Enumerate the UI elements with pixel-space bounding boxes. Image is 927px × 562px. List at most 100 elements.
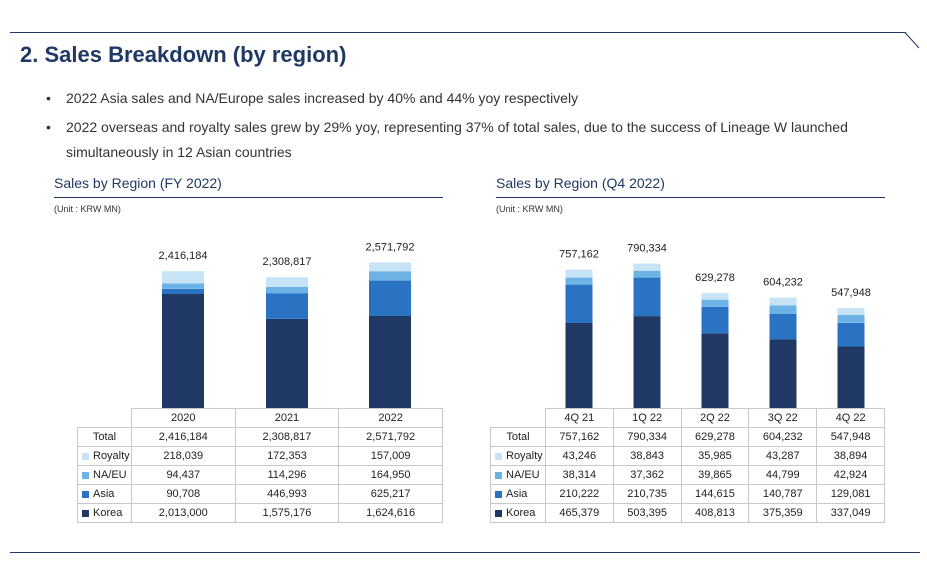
table-cell-asia-2021: 446,993 <box>234 484 340 504</box>
row-label-asia: Asia <box>77 484 132 504</box>
bar-q4-2q-22-asia <box>701 306 729 334</box>
bar-q4-4q-22-na-eu <box>837 315 865 323</box>
chart-title-fy-rule <box>54 197 443 198</box>
data-table-fy: 2020 2021 2022 Total 2,416,184 2,308,817 2,571… <box>77 408 443 523</box>
row-label-total: Total <box>490 427 546 447</box>
bar-q4-1q-22-na-eu <box>633 270 661 278</box>
legend-label-korea: Korea <box>93 507 123 519</box>
row-label-royalty: Royalty <box>77 446 132 466</box>
legend-label-na-eu: NA/EU <box>93 469 127 481</box>
legend-label-na-eu: NA/EU <box>506 469 540 481</box>
table-cell-na-eu-2022: 164,950 <box>338 465 443 485</box>
bar-fy-2021-asia <box>266 293 308 319</box>
table-row-korea: Korea 465,379 503,395 408,813 375,359 337,049 <box>490 503 885 523</box>
table-header-row: 4Q 21 1Q 22 2Q 22 3Q 22 4Q 22 <box>491 408 885 428</box>
table-cell-asia-4q-21: 210,222 <box>544 484 614 504</box>
row-label-asia: Asia <box>490 484 546 504</box>
table-cell-korea-2020: 2,013,000 <box>130 503 236 523</box>
table-row-royalty: Royalty 218,039 172,353 157,009 <box>77 446 443 466</box>
table-cell-na-eu-4q-22: 42,924 <box>816 465 885 485</box>
summary-bullets: 2022 Asia sales and NA/Europe sales incr… <box>46 86 886 169</box>
table-row-total: Total 2,416,184 2,308,817 2,571,792 <box>77 427 443 447</box>
row-label-total: Total <box>77 427 132 447</box>
row-label-korea: Korea <box>490 503 546 523</box>
table-cell-asia-3q-22: 140,787 <box>748 484 818 504</box>
bar-q4-4q-21-royalty <box>565 269 593 278</box>
total-label-fy-2020: 2,416,184 <box>159 250 208 262</box>
table-cell-royalty-4q-22: 38,894 <box>816 446 885 466</box>
table-cell-korea-4q-22: 337,049 <box>816 503 885 523</box>
unit-label-q4: (Unit : KRW MN) <box>496 204 563 214</box>
table-col-header-2020: 2020 <box>130 408 236 428</box>
table-cell-korea-4q-21: 465,379 <box>544 503 614 523</box>
legend-label-royalty: Royalty <box>506 450 543 462</box>
table-col-header-2021: 2021 <box>234 408 340 428</box>
bar-q4-1q-22-royalty <box>633 263 661 271</box>
table-cell-total-4q-21: 757,162 <box>544 427 614 447</box>
bar-fy-2022-royalty <box>369 262 411 272</box>
table-cell-na-eu-3q-22: 44,799 <box>748 465 818 485</box>
table-cell-royalty-2q-22: 35,985 <box>680 446 750 466</box>
bar-fy-2021-royalty <box>266 277 308 287</box>
bullet-overseas-royalty-growth: 2022 overseas and royalty sales grew by … <box>46 115 886 165</box>
bar-q4-2q-22-royalty <box>701 293 729 300</box>
legend-swatch-royalty <box>495 452 502 460</box>
table-corner-blank <box>78 409 132 428</box>
table-cell-royalty-3q-22: 43,287 <box>748 446 818 466</box>
table-row-na-eu: NA/EU 94,437 114,296 164,950 <box>77 465 443 485</box>
legend-label-total: Total <box>92 431 117 443</box>
table-cell-royalty-2022: 157,009 <box>338 446 443 466</box>
chart-title-fy: Sales by Region (FY 2022) <box>54 175 222 191</box>
total-label-fy-2022: 2,571,792 <box>366 241 415 253</box>
legend-label-asia: Asia <box>93 488 115 500</box>
legend-label-royalty: Royalty <box>93 450 130 462</box>
table-cell-korea-2022: 1,624,616 <box>338 503 443 523</box>
table-cell-korea-1q-22: 503,395 <box>612 503 682 523</box>
bar-fy-2020-na-eu <box>162 283 204 289</box>
bar-fy-2021-na-eu <box>266 287 308 294</box>
table-cell-asia-2022: 625,217 <box>338 484 443 504</box>
bar-fy-2022-korea <box>369 316 411 408</box>
table-header-row: 2020 2021 2022 <box>78 408 443 428</box>
table-cell-asia-1q-22: 210,735 <box>612 484 682 504</box>
table-cell-korea-2021: 1,575,176 <box>234 503 340 523</box>
table-cell-na-eu-4q-21: 38,314 <box>544 465 614 485</box>
bar-q4-4q-22-asia <box>837 322 865 347</box>
legend-label-asia: Asia <box>506 488 528 500</box>
bar-q4-4q-22-royalty <box>837 307 865 315</box>
table-cell-royalty-4q-21: 43,246 <box>544 446 614 466</box>
table-cell-royalty-2021: 172,353 <box>234 446 340 466</box>
bar-q4-3q-22-na-eu <box>769 305 797 314</box>
legend-label-korea: Korea <box>506 507 536 519</box>
unit-label-fy: (Unit : KRW MN) <box>54 204 121 214</box>
table-row-korea: Korea 2,013,000 1,575,176 1,624,616 <box>77 503 443 523</box>
bullet-asia-naeu-growth: 2022 Asia sales and NA/Europe sales incr… <box>46 86 886 111</box>
table-col-header-2q-22: 2Q 22 <box>680 408 750 428</box>
table-col-header-1q-22: 1Q 22 <box>612 408 682 428</box>
table-cell-total-3q-22: 604,232 <box>748 427 818 447</box>
chart-title-q4-rule <box>496 197 885 198</box>
bar-fy-2020-korea <box>162 294 204 408</box>
bar-q4-4q-21-korea <box>565 323 593 408</box>
table-row-royalty: Royalty 43,246 38,843 35,985 43,287 38,894 <box>490 446 885 466</box>
chart-title-q4: Sales by Region (Q4 2022) <box>496 175 665 191</box>
table-cell-total-1q-22: 790,334 <box>612 427 682 447</box>
bar-q4-2q-22-na-eu <box>701 299 729 307</box>
table-cell-na-eu-2q-22: 39,865 <box>680 465 750 485</box>
bar-q4-3q-22-korea <box>769 339 797 408</box>
table-col-header-4q-21: 4Q 21 <box>544 408 614 428</box>
row-label-korea: Korea <box>77 503 132 523</box>
table-row-asia: Asia 210,222 210,735 144,615 140,787 129,081 <box>490 484 885 504</box>
legend-swatch-asia <box>82 490 89 498</box>
total-label-q4-1q-22: 790,334 <box>627 243 667 255</box>
bar-fy-2022-na-eu <box>369 271 411 281</box>
legend-swatch-na-eu <box>495 471 502 479</box>
bar-q4-1q-22-korea <box>633 316 661 408</box>
table-cell-total-2q-22: 629,278 <box>680 427 750 447</box>
table-cell-na-eu-2020: 94,437 <box>130 465 236 485</box>
table-col-header-4q-22: 4Q 22 <box>816 408 885 428</box>
total-label-q4-2q-22: 629,278 <box>695 272 735 284</box>
footer-rule <box>10 552 920 553</box>
legend-swatch-korea <box>82 509 89 517</box>
